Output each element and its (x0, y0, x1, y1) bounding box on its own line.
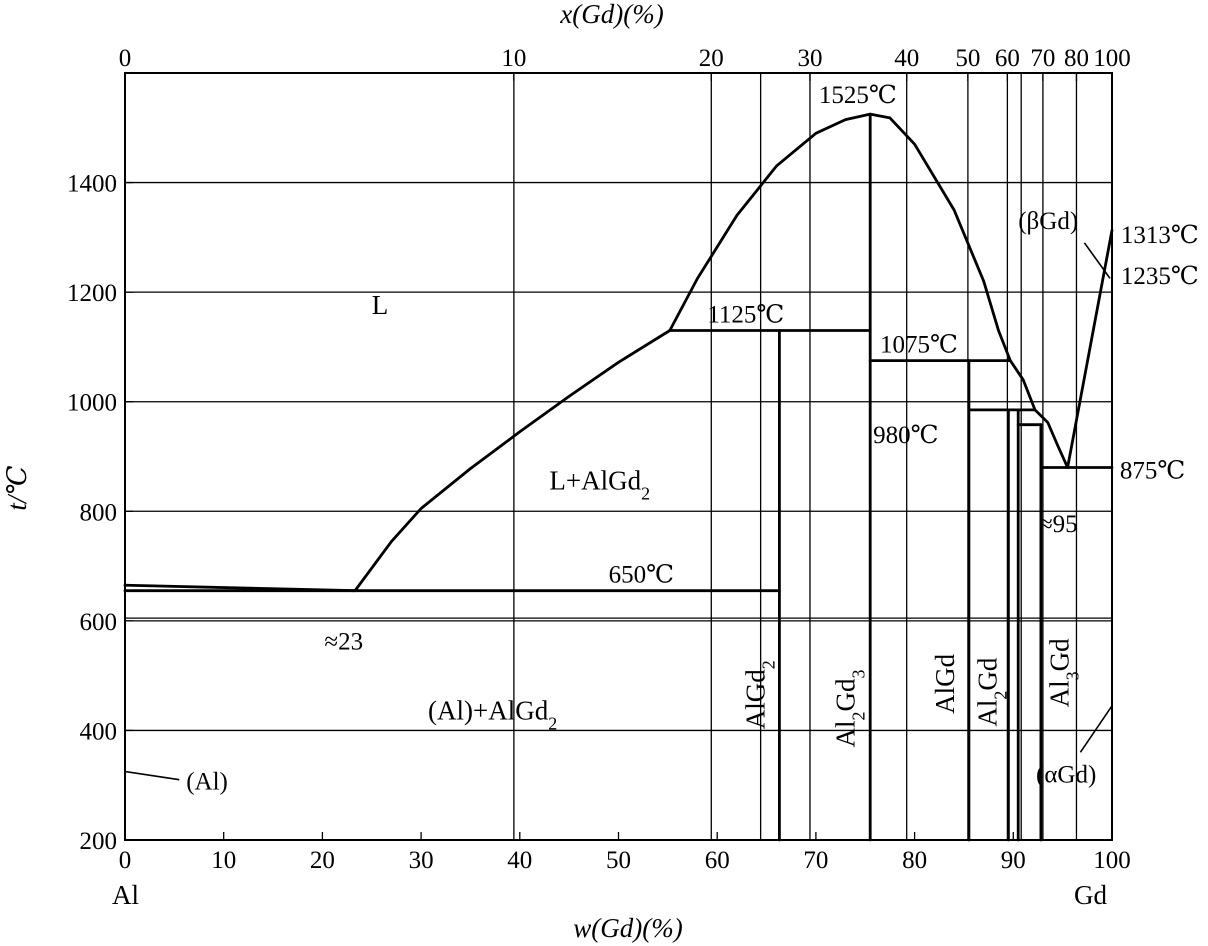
annotation-beta-gd: (βGd) (1018, 208, 1078, 235)
x-tick-label-30: 30 (409, 847, 434, 874)
top-tick-label-40: 40 (894, 45, 919, 72)
annotation-al: (Al) (186, 769, 228, 796)
corner-label-al: Al (112, 880, 139, 910)
annotation-t1075: 1075℃ (880, 331, 958, 358)
annotation-alpha-gd: (αGd) (1036, 761, 1096, 788)
y-tick-label-400: 400 (80, 718, 118, 745)
phase-line-beta-liquidus (1066, 228, 1114, 469)
annotation-t1525: 1525℃ (819, 82, 897, 109)
y-tick-label-600: 600 (80, 609, 118, 636)
annotation-t875: 875℃ (1120, 457, 1185, 484)
annotation-t980: 980℃ (873, 422, 938, 449)
x-tick-label-60: 60 (705, 847, 730, 874)
top-tick-label-50: 50 (955, 45, 980, 72)
x-axis-label: w(Gd)(%) (573, 913, 682, 943)
annotation-t1313: 1313℃ (1121, 222, 1199, 249)
compound-label-AlGd2: AlGd2 (741, 660, 779, 729)
compound-label-Al2Gd3: Al2Gd3 (830, 670, 868, 748)
corner-label-gd: Gd (1074, 880, 1107, 910)
y-tick-label-1000: 1000 (67, 390, 117, 417)
grid-layer (125, 73, 1112, 840)
series-layer (123, 112, 1114, 842)
top-tick-label-100: 100 (1093, 45, 1131, 72)
annotation-L: L (372, 290, 389, 320)
compound-label-AlGd: AlGd (930, 653, 960, 713)
leader-al-leader (124, 770, 180, 781)
annotation-t1125: 1125℃ (707, 301, 784, 328)
annotation-t1235: 1235℃ (1121, 263, 1199, 290)
y-tick-label-1400: 1400 (67, 171, 117, 198)
x-tick-label-20: 20 (310, 847, 335, 874)
x-tick-label-80: 80 (902, 847, 927, 874)
annotation-Al+AlGd2: (Al)+AlGd2 (428, 695, 557, 733)
annotation-c95: ≈95 (1039, 511, 1078, 538)
y-tick-label-200: 200 (80, 828, 118, 855)
compound-label-Al2Gd: Al2Gd (973, 657, 1011, 726)
x-tick-label-100: 100 (1093, 847, 1131, 874)
x-tick-label-0: 0 (119, 847, 132, 874)
leader-beta-gd-leader (1083, 242, 1111, 279)
top-tick-label-30: 30 (797, 45, 822, 72)
phase-line-liquidus-left (123, 329, 672, 593)
x-tick-label-90: 90 (1001, 847, 1026, 874)
x-tick-label-40: 40 (507, 847, 532, 874)
x-tick-label-50: 50 (606, 847, 631, 874)
top-tick-label-70: 70 (1030, 45, 1055, 72)
annotation-L+AlGd2: L+AlGd2 (549, 465, 650, 503)
leader-alpha-gd-leader (1079, 705, 1113, 753)
x-tick-label-70: 70 (803, 847, 828, 874)
top-tick-label-80: 80 (1064, 45, 1089, 72)
top-axis-label: x(Gd)(%) (559, 0, 663, 29)
top-tick-label-20: 20 (699, 45, 724, 72)
y-tick-label-800: 800 (80, 499, 118, 526)
annotation-c23: ≈23 (324, 628, 363, 655)
top-tick-label-60: 60 (995, 45, 1020, 72)
annotation-layer: L L+AlGd2 (Al)+AlGd2 1525℃ 1125℃ 1075℃ 980℃ 650… (186, 82, 1199, 795)
top-tick-label-10: 10 (501, 45, 526, 72)
phase-line-liquidus-right (1008, 359, 1069, 469)
plot-frame (124, 72, 1113, 841)
x-tick-label-10: 10 (211, 847, 236, 874)
y-axis-label: t/℃ (2, 465, 32, 510)
y-tick-label-1200: 1200 (67, 280, 117, 307)
annotation-t650: 650℃ (609, 562, 674, 589)
top-tick-label-0: 0 (119, 45, 132, 72)
